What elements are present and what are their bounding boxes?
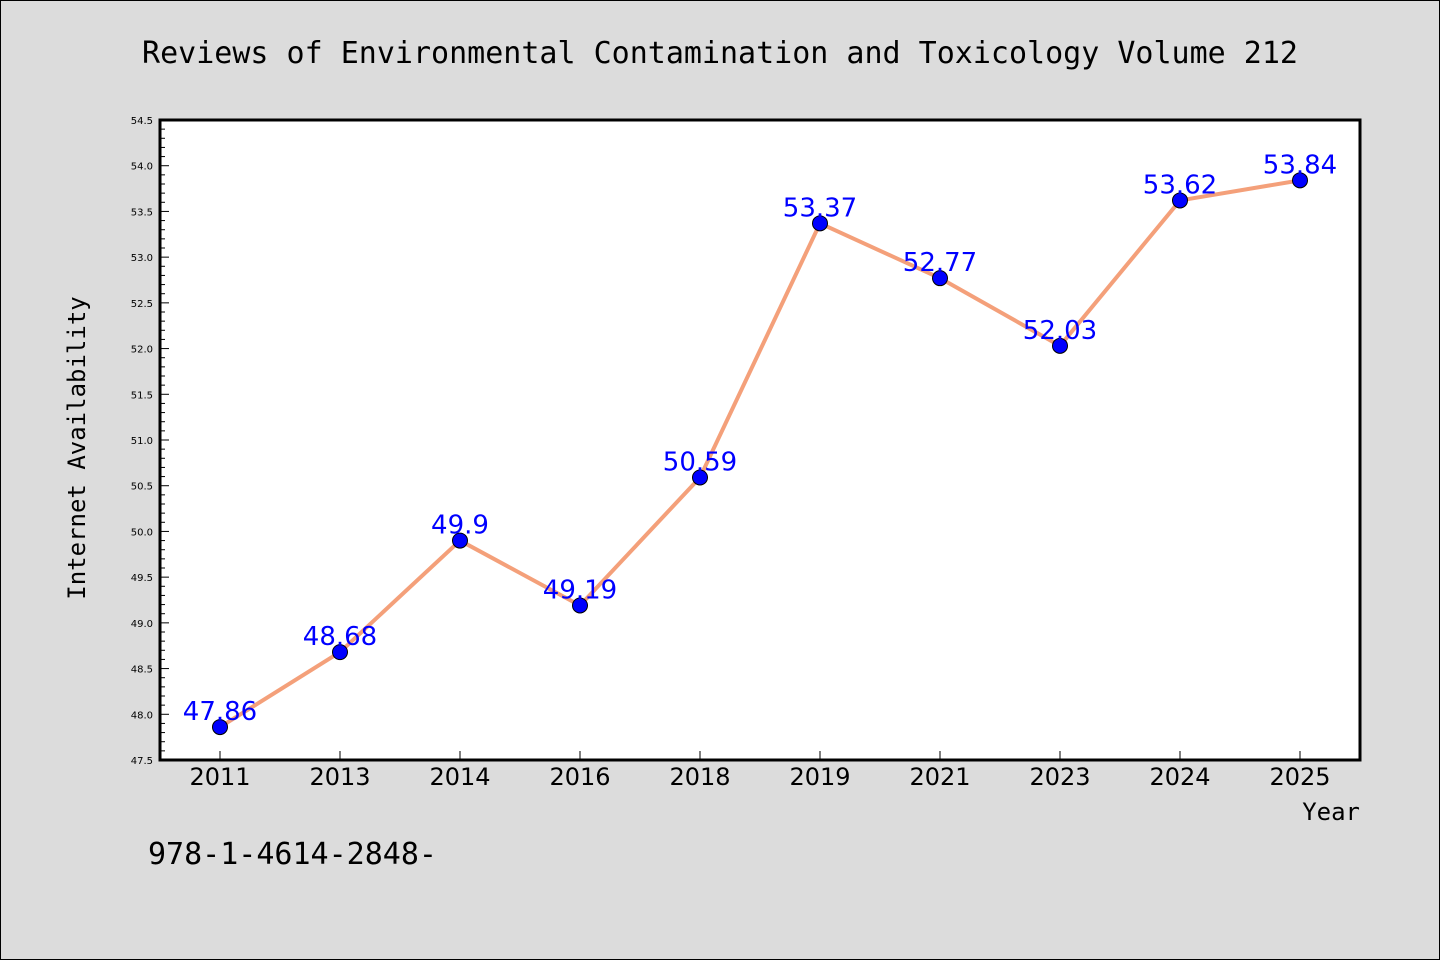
data-label: 53.37 [783,193,857,223]
x-tick-label: 2018 [669,763,730,791]
y-tick-label: 54.5 [131,116,153,127]
y-tick-label: 52.5 [131,299,153,310]
data-point [1052,337,1068,354]
y-tick-label: 48.5 [131,665,153,676]
x-tick-label: 2023 [1029,763,1090,791]
data-label: 49.9 [431,511,489,541]
series-markers [212,172,1308,736]
x-tick-label: 2024 [1149,763,1210,791]
data-label: 49.19 [543,575,617,605]
data-label: 52.77 [903,248,977,278]
data-point [212,719,228,736]
y-tick-label: 53.0 [131,253,153,264]
y-tick-label: 53.5 [131,207,153,218]
data-point [692,469,708,486]
data-label: 52.03 [1023,316,1097,346]
y-tick-label: 48.0 [131,710,153,721]
data-point [1172,192,1188,209]
x-tick-label: 2019 [789,763,850,791]
x-axis-label: Year [1302,798,1360,826]
y-tick-label: 47.5 [131,756,153,767]
chart-title: Reviews of Environmental Contamination a… [142,36,1298,71]
data-point [1292,172,1308,189]
x-tick-label: 2014 [429,763,490,791]
data-label: 53.84 [1263,150,1337,180]
x-tick-label: 2013 [309,763,370,791]
y-tick-label: 49.0 [131,619,153,630]
x-tick-label: 2025 [1269,763,1330,791]
data-label: 48.68 [303,622,377,652]
y-tick-label: 51.5 [131,390,153,401]
y-tick-label: 50.5 [131,482,153,493]
y-tick-label: 50.0 [131,527,153,538]
plot-area [158,118,1362,762]
y-axis-label: Internet Availability [63,296,91,599]
data-point [572,597,588,614]
x-tick-label: 2011 [189,763,250,791]
series-line [218,178,1302,730]
y-tick-label: 51.0 [131,436,153,447]
data-point [452,532,468,549]
data-point [812,215,828,232]
y-tick-label: 54.0 [131,162,153,173]
footer-isbn: 978-1-4614-2848- [148,837,437,872]
y-tick-label: 52.0 [131,345,153,356]
x-tick-label: 2016 [549,763,610,791]
data-labels: 47.86 48.68 49.9 49.19 50.59 53.37 52.77 52.03 5… [183,150,1337,727]
y-tick-label: 49.5 [131,573,153,584]
data-point [932,270,948,287]
data-label: 53.62 [1143,170,1217,200]
x-axis: 2011 2013 2014 2016 2018 2019 2021 2023 2024 2025 [189,751,1331,791]
x-tick-label: 2021 [909,763,970,791]
data-label: 50.59 [663,447,737,477]
y-axis: 47.5 48.0 48.5 49.0 49.5 50.0 50.5 51.0 51.5 52.0… [131,116,169,767]
data-label: 47.86 [183,697,257,727]
data-point [332,644,348,661]
